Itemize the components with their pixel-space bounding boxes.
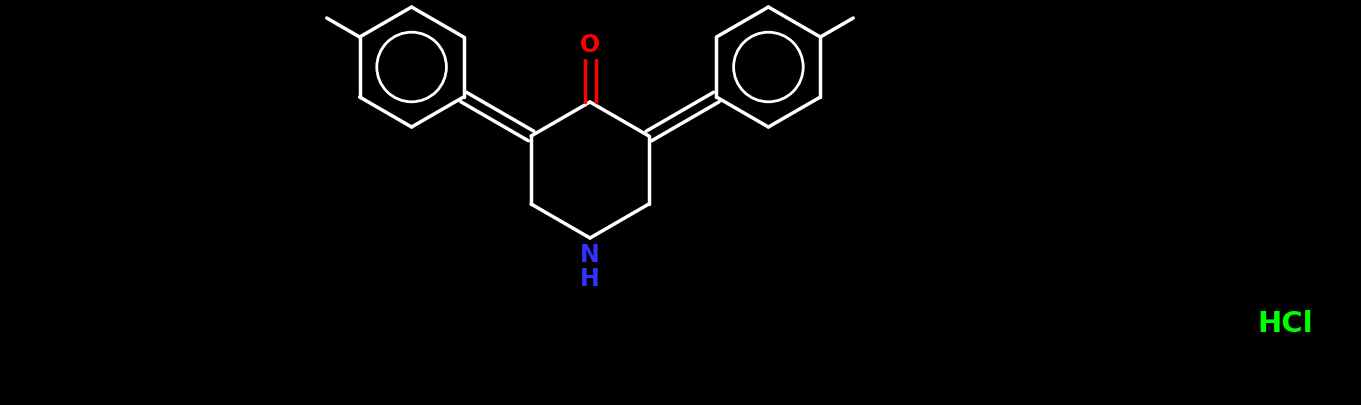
Text: H: H: [580, 266, 600, 290]
Text: N: N: [580, 243, 600, 266]
Text: O: O: [580, 33, 600, 57]
Text: HCl: HCl: [1258, 309, 1313, 337]
